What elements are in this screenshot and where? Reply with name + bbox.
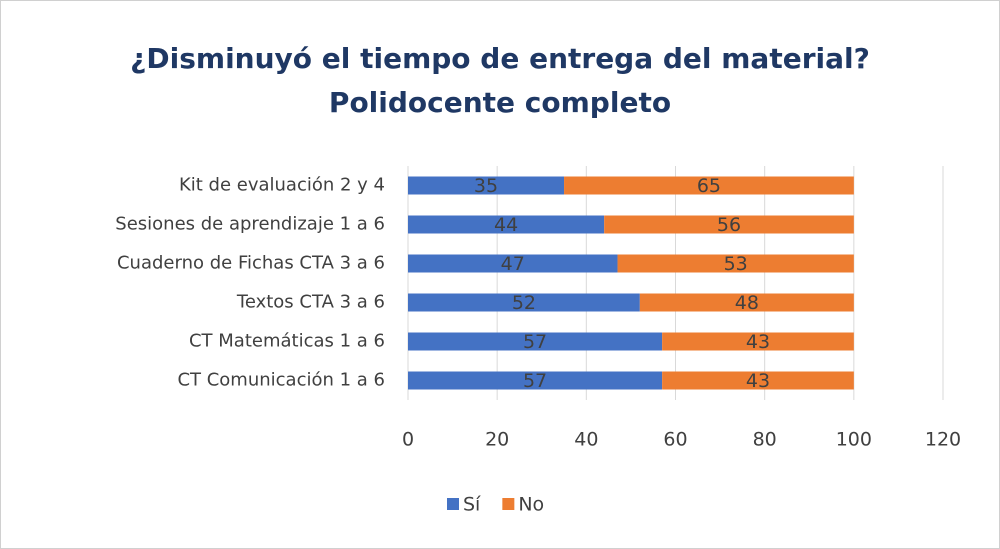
legend-swatch	[502, 498, 515, 510]
chart-title: ¿Disminuyó el tiempo de entrega del mate…	[130, 42, 870, 75]
y-tick-label: Textos CTA 3 a 6	[236, 292, 385, 313]
data-label: 53	[724, 253, 748, 275]
x-tick-label: 60	[663, 429, 687, 451]
y-tick-label: CT Matemáticas 1 a 6	[189, 331, 385, 352]
bar-segment	[408, 215, 605, 234]
data-label: 35	[474, 175, 498, 197]
data-label: 57	[523, 331, 547, 353]
y-tick-label: Kit de evaluación 2 y 4	[179, 175, 385, 196]
bar-segment	[408, 332, 663, 351]
bar-segment	[617, 254, 854, 273]
data-label: 57	[523, 370, 547, 392]
data-label: 43	[746, 370, 770, 392]
data-label: 44	[494, 214, 518, 236]
bar-segment	[564, 176, 854, 195]
legend-swatch	[447, 498, 459, 510]
data-label: 48	[735, 292, 759, 314]
y-tick-label: CT Comunicación 1 a 6	[177, 370, 385, 391]
x-tick-label: 80	[753, 429, 777, 451]
bar-segment	[408, 176, 565, 195]
data-label: 52	[512, 292, 536, 314]
x-tick-label: 20	[485, 429, 509, 451]
y-tick-label: Sesiones de aprendizaje 1 a 6	[115, 214, 385, 235]
bar-segment	[662, 332, 854, 351]
bar-segment	[604, 215, 854, 234]
bar-segment	[408, 254, 618, 273]
data-label: 47	[501, 253, 525, 275]
y-tick-label: Cuaderno de Fichas CTA 3 a 6	[117, 253, 385, 274]
bar-segment	[662, 371, 854, 390]
chart-subtitle: Polidocente completo	[329, 86, 671, 119]
x-tick-label: 120	[925, 429, 961, 451]
x-tick-label: 100	[836, 429, 872, 451]
data-label: 65	[697, 175, 721, 197]
x-tick-label: 0	[402, 429, 414, 451]
data-label: 43	[746, 331, 770, 353]
bar-segment	[639, 293, 854, 312]
bar-segment	[408, 371, 663, 390]
legend-label: No	[518, 494, 544, 516]
legend-label: Sí	[463, 494, 481, 516]
x-tick-label: 40	[574, 429, 598, 451]
bar-segment	[408, 293, 640, 312]
data-label: 56	[717, 214, 741, 236]
